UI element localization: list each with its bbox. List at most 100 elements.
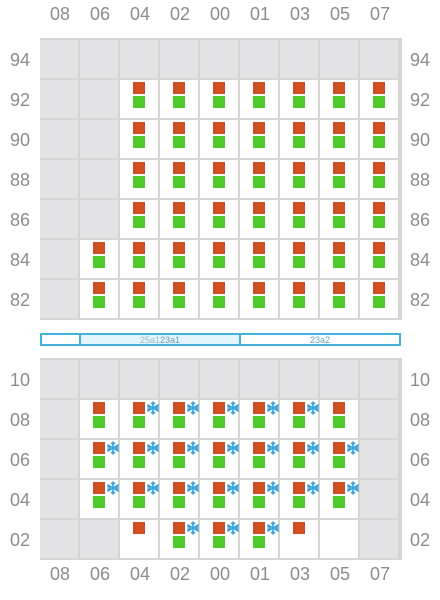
slot-lower-04-06[interactable] xyxy=(80,480,120,520)
orange-square-icon xyxy=(133,442,145,454)
green-square-icon xyxy=(133,456,145,468)
green-square-icon xyxy=(333,176,345,188)
slot-lower-04-02[interactable] xyxy=(160,480,200,520)
orange-square-icon xyxy=(213,522,225,534)
slot-upper-84-07[interactable] xyxy=(360,240,400,280)
slot-lower-06-02[interactable] xyxy=(160,440,200,480)
band-23a2[interactable]: 23a2 xyxy=(239,333,401,346)
slot-upper-92-07[interactable] xyxy=(360,80,400,120)
slot-lower-08-00[interactable] xyxy=(200,400,240,440)
band-label-23a1: 23a1 xyxy=(160,335,181,345)
slot-upper-90-00[interactable] xyxy=(200,120,240,160)
slot-upper-86-04[interactable] xyxy=(120,200,160,240)
snowflake-icon xyxy=(306,401,320,415)
slot-upper-86-05[interactable] xyxy=(320,200,360,240)
slot-upper-84-02[interactable] xyxy=(160,240,200,280)
slot-upper-82-02[interactable] xyxy=(160,280,200,320)
slot-upper-92-00[interactable] xyxy=(200,80,240,120)
slot-upper-84-04[interactable] xyxy=(120,240,160,280)
slot-upper-88-04[interactable] xyxy=(120,160,160,200)
slot-upper-86-06 xyxy=(80,200,120,240)
slot-upper-82-00[interactable] xyxy=(200,280,240,320)
slot-upper-82-07[interactable] xyxy=(360,280,400,320)
slot-upper-92-01[interactable] xyxy=(240,80,280,120)
orange-square-icon xyxy=(373,82,385,94)
slot-lower-08-06[interactable] xyxy=(80,400,120,440)
lower-row-10 xyxy=(40,360,400,400)
orange-square-icon xyxy=(253,122,265,134)
slot-lower-04-01[interactable] xyxy=(240,480,280,520)
slot-upper-92-04[interactable] xyxy=(120,80,160,120)
slot-upper-86-01[interactable] xyxy=(240,200,280,240)
snowflake-icon xyxy=(266,481,280,495)
green-square-icon xyxy=(253,456,265,468)
slot-upper-84-08 xyxy=(40,240,80,280)
slot-lower-02-03[interactable] xyxy=(280,520,320,560)
slot-upper-88-07[interactable] xyxy=(360,160,400,200)
slot-upper-92-02[interactable] xyxy=(160,80,200,120)
slot-upper-88-02[interactable] xyxy=(160,160,200,200)
slot-upper-84-03[interactable] xyxy=(280,240,320,280)
slot-upper-92-03[interactable] xyxy=(280,80,320,120)
slot-upper-84-05[interactable] xyxy=(320,240,360,280)
slot-upper-82-05[interactable] xyxy=(320,280,360,320)
slot-lower-06-03[interactable] xyxy=(280,440,320,480)
slot-lower-02-05[interactable] xyxy=(320,520,360,560)
slot-lower-02-00[interactable] xyxy=(200,520,240,560)
slot-upper-88-05[interactable] xyxy=(320,160,360,200)
slot-lower-04-00[interactable] xyxy=(200,480,240,520)
slot-upper-90-01[interactable] xyxy=(240,120,280,160)
slot-lower-08-03[interactable] xyxy=(280,400,320,440)
slot-lower-08-04[interactable] xyxy=(120,400,160,440)
orange-square-icon xyxy=(173,282,185,294)
slot-upper-86-02[interactable] xyxy=(160,200,200,240)
orange-square-icon xyxy=(293,242,305,254)
slot-lower-06-06[interactable] xyxy=(80,440,120,480)
slot-lower-02-01[interactable] xyxy=(240,520,280,560)
slot-upper-84-00[interactable] xyxy=(200,240,240,280)
band-left[interactable] xyxy=(40,333,81,346)
slot-lower-08-01[interactable] xyxy=(240,400,280,440)
slot-lower-08-05[interactable] xyxy=(320,400,360,440)
slot-lower-02-02[interactable] xyxy=(160,520,200,560)
slot-upper-86-07[interactable] xyxy=(360,200,400,240)
green-square-icon xyxy=(213,256,225,268)
slot-upper-90-03[interactable] xyxy=(280,120,320,160)
orange-square-icon xyxy=(253,442,265,454)
slot-upper-88-03[interactable] xyxy=(280,160,320,200)
band-25a1-23a1[interactable]: 25a123a1 xyxy=(79,333,241,346)
slot-upper-90-04[interactable] xyxy=(120,120,160,160)
slot-upper-86-00[interactable] xyxy=(200,200,240,240)
green-square-icon xyxy=(333,416,345,428)
slot-upper-82-01[interactable] xyxy=(240,280,280,320)
slot-upper-90-02[interactable] xyxy=(160,120,200,160)
orange-square-icon xyxy=(213,482,225,494)
green-square-icon xyxy=(253,296,265,308)
band-label-25a1: 25a1 xyxy=(139,335,160,345)
slot-lower-02-04[interactable] xyxy=(120,520,160,560)
slot-upper-92-05[interactable] xyxy=(320,80,360,120)
slot-upper-88-01[interactable] xyxy=(240,160,280,200)
slot-upper-84-01[interactable] xyxy=(240,240,280,280)
slot-upper-82-04[interactable] xyxy=(120,280,160,320)
slot-upper-82-06[interactable] xyxy=(80,280,120,320)
slot-lower-06-00[interactable] xyxy=(200,440,240,480)
orange-square-icon xyxy=(333,442,345,454)
slot-lower-04-04[interactable] xyxy=(120,480,160,520)
slot-upper-84-06[interactable] xyxy=(80,240,120,280)
slot-upper-86-03[interactable] xyxy=(280,200,320,240)
slot-lower-04-03[interactable] xyxy=(280,480,320,520)
slot-lower-08-02[interactable] xyxy=(160,400,200,440)
orange-square-icon xyxy=(293,282,305,294)
slot-lower-04-05[interactable] xyxy=(320,480,360,520)
slot-upper-90-05[interactable] xyxy=(320,120,360,160)
slot-upper-82-03[interactable] xyxy=(280,280,320,320)
slot-upper-88-00[interactable] xyxy=(200,160,240,200)
slot-lower-06-05[interactable] xyxy=(320,440,360,480)
slot-lower-06-04[interactable] xyxy=(120,440,160,480)
orange-square-icon xyxy=(333,282,345,294)
orange-square-icon xyxy=(293,482,305,494)
slot-lower-06-01[interactable] xyxy=(240,440,280,480)
orange-square-icon xyxy=(253,482,265,494)
slot-upper-90-07[interactable] xyxy=(360,120,400,160)
